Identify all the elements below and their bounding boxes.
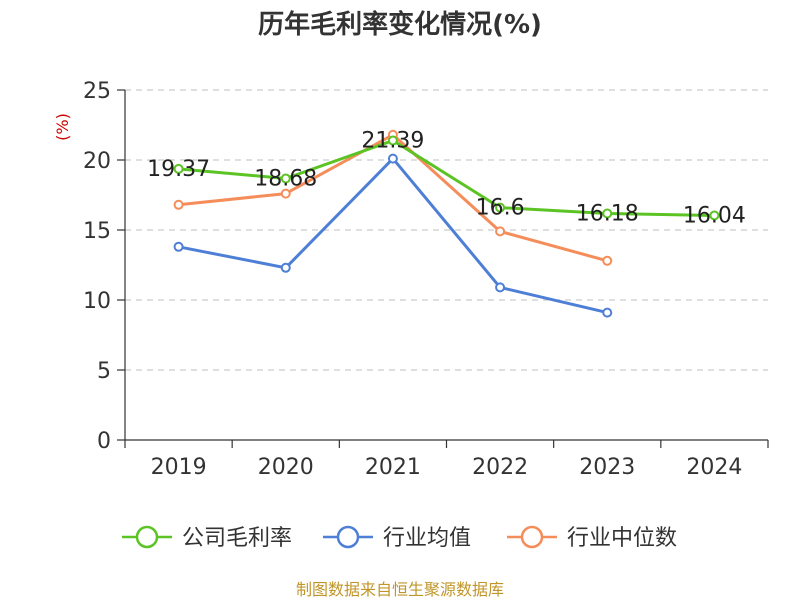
legend-label: 行业均值: [383, 526, 471, 551]
data-point[interactable]: [709, 210, 720, 221]
series-line: [178, 139, 715, 217]
legend-label: 行业中位数: [567, 526, 677, 551]
x-tick-label: 2022: [472, 455, 528, 480]
data-point[interactable]: [495, 226, 506, 237]
data-point[interactable]: [602, 208, 613, 219]
data-point[interactable]: [173, 241, 184, 252]
y-tick-label: 15: [83, 219, 111, 244]
legend-item[interactable]: 公司毛利率: [122, 525, 292, 551]
legend-marker: [336, 525, 360, 549]
data-point[interactable]: [495, 282, 506, 293]
y-tick-label: 10: [83, 289, 111, 314]
data-point[interactable]: [280, 262, 291, 273]
data-point[interactable]: [387, 135, 398, 146]
grid-lines: [125, 89, 768, 371]
data-label: 16.6: [476, 196, 525, 221]
x-tick-label: 2020: [258, 455, 314, 480]
x-tick-label: 2021: [365, 455, 421, 480]
data-label: 16.18: [576, 201, 639, 226]
data-labels: 19.37 18.68 21.39 16.6 16.18 16.04: [147, 129, 746, 229]
data-label: 19.37: [147, 157, 210, 182]
data-point[interactable]: [602, 307, 613, 318]
data-label: 18.68: [254, 166, 317, 191]
y-tick-label: 0: [97, 429, 111, 454]
series-layer: [173, 129, 720, 318]
source-note: 制图数据来自恒生聚源数据库: [296, 580, 504, 599]
data-point[interactable]: [173, 163, 184, 174]
x-tick-label: 2019: [151, 455, 207, 480]
y-tick-label: 25: [83, 79, 111, 104]
axes: 0 5 10 15 20 25 2019 2020 2021 2022 2023 2024: [83, 79, 769, 480]
data-point[interactable]: [602, 255, 613, 266]
y-axis-unit: (%): [53, 113, 72, 141]
x-tick-label: 2024: [686, 455, 742, 480]
data-point[interactable]: [280, 188, 291, 199]
data-point[interactable]: [495, 202, 506, 213]
data-point[interactable]: [280, 173, 291, 184]
data-label: 21.39: [361, 129, 424, 154]
data-point[interactable]: [387, 153, 398, 164]
data-label: 16.04: [683, 203, 746, 228]
chart-title: 历年毛利率变化情况(%): [258, 9, 542, 40]
series-line: [178, 157, 608, 315]
data-point[interactable]: [173, 199, 184, 210]
legend-label: 公司毛利率: [182, 526, 292, 551]
legend-item[interactable]: 行业中位数: [507, 525, 677, 551]
y-tick-label: 5: [97, 359, 111, 384]
legend-marker: [520, 525, 544, 549]
legend-marker: [135, 525, 159, 549]
legend-item[interactable]: 行业均值: [323, 525, 471, 551]
legend[interactable]: 公司毛利率 行业均值 行业中位数: [122, 525, 677, 551]
y-tick-label: 20: [83, 149, 111, 174]
x-tick-label: 2023: [579, 455, 635, 480]
